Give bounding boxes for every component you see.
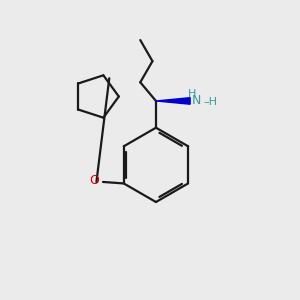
Text: N: N — [192, 94, 202, 107]
Text: –H: –H — [203, 98, 218, 107]
Text: H: H — [188, 89, 196, 99]
Polygon shape — [156, 98, 190, 104]
Text: O: O — [89, 174, 99, 187]
